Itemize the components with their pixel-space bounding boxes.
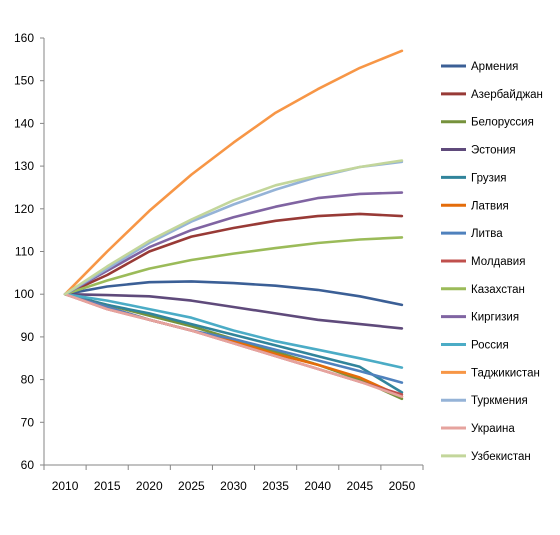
x-tick-label: 2020: [136, 479, 163, 493]
y-tick-label: 160: [14, 31, 34, 45]
y-tick-label: 140: [14, 116, 34, 130]
y-tick-labels: 60 70 80 90 100 110 120 130 140 150 160: [14, 31, 44, 472]
series-line: [63, 236, 404, 296]
x-tick-label: 2025: [178, 479, 205, 493]
y-tick-label: 90: [21, 330, 35, 344]
legend-label: Молдавия: [471, 256, 525, 268]
x-tick-label: 2015: [94, 479, 121, 493]
legend-label: Узбекистан: [471, 451, 531, 463]
legend-label: Таджикистан: [471, 367, 540, 379]
legend-label: Казахстан: [471, 284, 525, 296]
series-line: [63, 49, 404, 296]
series-line: [63, 292, 404, 330]
series-line: [63, 292, 404, 369]
y-tick-label: 130: [14, 159, 34, 173]
legend-label: Россия: [471, 340, 509, 352]
series-line: [63, 292, 404, 384]
series-line: [63, 191, 404, 296]
series-line: [63, 212, 404, 296]
legend-label: Киргизия: [471, 312, 519, 324]
y-tick-label: 60: [21, 458, 35, 472]
legend-label: Туркмения: [471, 395, 528, 407]
legend-label: Литва: [471, 228, 503, 240]
legend-label: Украина: [471, 423, 515, 435]
y-tick-label: 110: [15, 245, 34, 259]
series-line: [63, 159, 404, 296]
y-tick-label: 150: [14, 74, 34, 88]
legend-label: Армения: [471, 61, 518, 73]
legend-label: Белоруссия: [471, 117, 534, 129]
x-tick-label: 2040: [304, 479, 331, 493]
y-tick-label: 100: [14, 287, 34, 301]
legend-label: Латвия: [471, 200, 509, 212]
y-tick-label: 80: [21, 373, 35, 387]
series-line: [63, 280, 404, 307]
x-tick-label: 2035: [262, 479, 289, 493]
x-tick-label: 2010: [52, 479, 79, 493]
x-tick-label: 2045: [346, 479, 373, 493]
x-tick-label: 2030: [220, 479, 247, 493]
x-tick-label: 2050: [389, 479, 416, 493]
y-tick-label: 120: [14, 202, 34, 216]
x-tick-labels: 2010 2015 2020 2025 2030 2035 2040 2045 2050: [43, 465, 424, 493]
legend-label: Эстония: [471, 145, 516, 157]
series-line: [63, 292, 404, 394]
legend-label: Азербайджан: [471, 89, 543, 101]
series-lines: [63, 49, 404, 401]
y-tick-label: 70: [21, 415, 35, 429]
legend-label: Грузия: [471, 172, 507, 184]
legend: Армения Азербайджан Белоруссия Эстония Грузи…: [441, 61, 543, 463]
series-line: [63, 292, 404, 399]
